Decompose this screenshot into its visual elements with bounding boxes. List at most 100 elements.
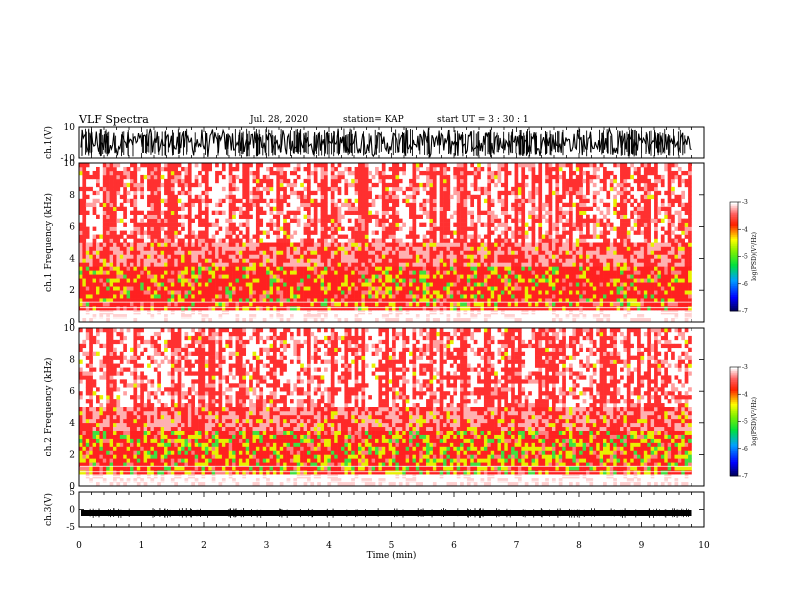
spectrogram-cell [415,163,420,168]
spectrogram-cell [446,222,451,227]
spectrogram-cell [551,262,556,267]
spectrogram-cell [569,262,573,267]
spectrogram-cell [426,318,430,323]
spectrogram-cell [194,266,199,271]
spectrogram-cell [82,266,87,271]
spectrogram-cell [194,178,199,184]
spectrogram-cell [358,170,362,176]
spectrogram-cell [174,206,178,211]
spectrogram-cell [548,198,553,204]
spectrogram-cell [191,242,195,247]
spectrogram-cell [191,262,195,267]
spectrogram-cell [337,222,342,227]
spectrogram-cell [545,166,549,172]
spectrogram-cell [147,230,151,235]
spectrogram-cell [500,210,505,215]
spectrogram-cell [286,214,291,219]
spectrogram-cell [198,274,202,279]
spectrogram-cell [126,258,131,263]
spectrogram-cell [432,170,437,176]
spectrogram-cell [242,254,247,259]
spectrogram-cell [463,166,468,172]
spectrogram-cell [194,254,199,259]
spectrogram-cell [245,274,250,279]
spectrogram-cell [96,246,100,251]
spectrogram-cell [82,230,87,235]
spectrogram-cell [279,198,284,204]
spectrogram-cell [187,214,192,219]
spectrogram-cell [187,286,192,291]
spectrogram-cell [317,186,321,192]
spectrogram-cell [320,250,325,255]
spectrogram-cell [378,290,383,295]
spectrogram-cell [490,286,495,291]
spectrogram-cell [160,262,165,267]
spectrogram-cell [514,290,519,295]
spectrogram-cell [405,274,410,279]
spectrogram-cell [245,306,250,311]
spectrogram-cell [545,163,549,168]
spectrogram-cell [82,163,87,168]
spectrogram-cell [82,186,87,192]
spectrogram-cell [255,210,260,215]
spectrogram-cell [412,254,417,259]
spectrogram-cell [310,202,315,208]
spectrogram-cell [303,290,308,295]
spectrogram-cell [426,270,430,275]
spectrogram-cell [99,262,104,267]
spectrogram-cell [113,234,117,239]
spectrogram-cell [320,270,325,275]
spectrogram-cell [259,178,264,184]
spectrogram-cell [102,163,107,168]
spectrogram-cell [443,246,447,251]
spectrogram-cell [174,214,178,219]
spectrogram-cell [402,254,406,259]
spectrogram-cell [347,226,352,231]
spectrogram-cell [432,298,437,303]
spectrogram-cell [201,318,206,323]
spectrogram-cell [364,170,369,176]
spectrogram-cell [443,226,447,231]
spectrogram-cell [487,163,492,168]
spectrogram-cell [130,170,134,176]
spectrogram-cell [490,178,495,184]
spectrogram-cell [204,238,209,243]
spectrogram-cell [249,286,253,291]
spectrogram-cell [565,230,570,235]
spectrogram-cell [415,286,420,291]
spectrogram-cell [113,218,117,223]
spectrogram-cell [514,226,519,231]
spectrogram-cell [181,290,185,295]
spectrogram-cell [306,274,311,279]
spectrogram-cell [432,190,437,196]
spectrogram-cell [177,286,182,291]
spectrogram-cell [262,302,267,307]
spectrogram-cell [354,266,359,271]
spectrogram-cell [286,294,291,299]
spectrogram-cell [150,210,155,215]
spectrogram-cell [324,234,328,239]
spectrogram-cell [245,178,250,184]
spectrogram-cell [310,266,315,271]
spectrogram-cell [215,178,219,184]
spectrogram-cell [483,314,488,319]
spectrogram-cell [204,306,209,311]
spectrogram-cell [419,290,423,295]
spectrogram-cell [511,218,515,223]
spectrogram-cell [143,302,148,307]
spectrogram-cell [170,278,175,283]
spectrogram-cell [443,222,447,227]
spectrogram-cell [534,262,539,267]
spectrogram-cell [477,298,481,303]
spectrogram-cell [524,182,529,188]
spectrogram-cell [153,258,158,263]
spectrogram-cell [198,234,202,239]
spectrogram-cell [296,306,301,311]
spectrogram-cell [310,270,315,275]
spectrogram-cell [456,206,461,211]
spectrogram-cell [446,174,451,180]
spectrogram-cell [306,238,311,243]
spectrogram-cell [432,266,437,271]
spectrogram-cell [140,262,144,267]
spectrogram-cell [562,270,566,275]
